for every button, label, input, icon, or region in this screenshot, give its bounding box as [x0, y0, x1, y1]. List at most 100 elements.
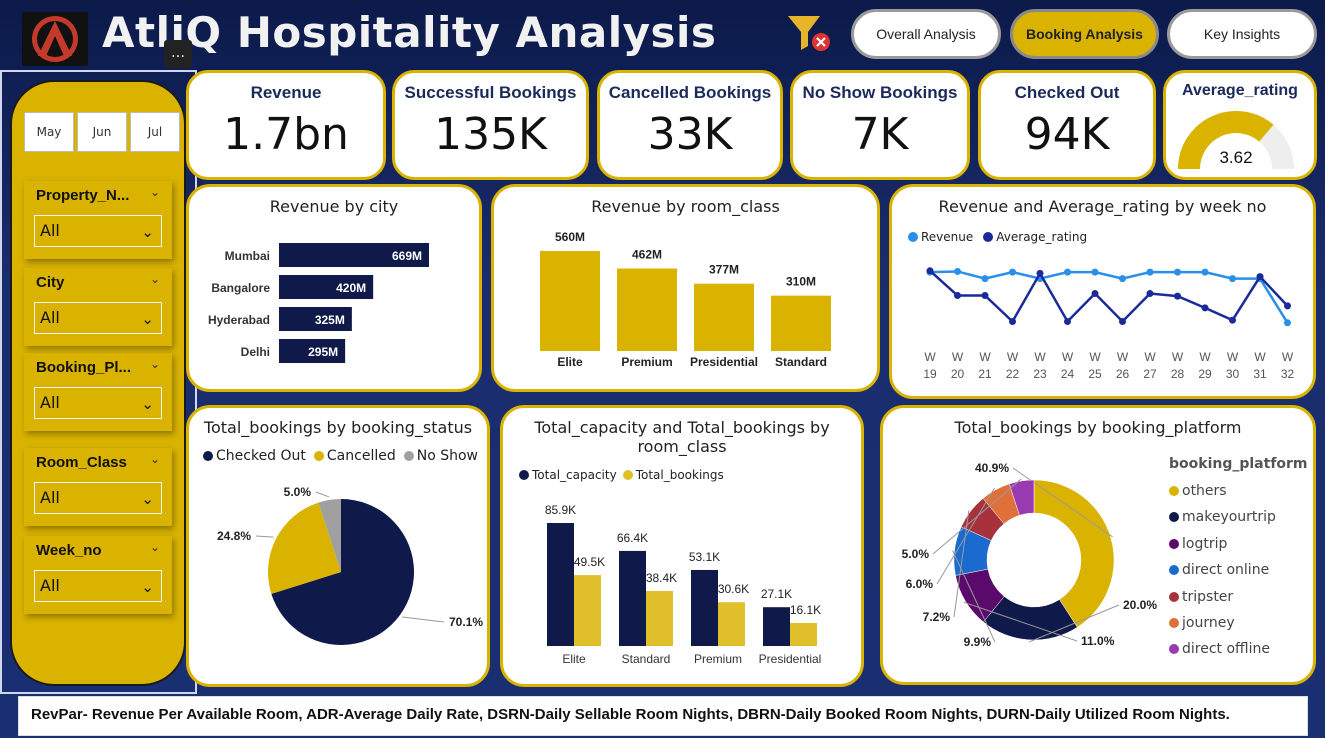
tick-label: 28 [1171, 367, 1185, 381]
legend-item[interactable]: tripster [1169, 584, 1276, 610]
more-options-button[interactable]: … [164, 40, 192, 68]
legend-item[interactable]: Cancelled [313, 448, 396, 464]
data-point [1036, 269, 1044, 277]
chevron-down-icon[interactable]: ⌄ [149, 272, 160, 286]
data-label: 377M [709, 263, 739, 277]
data-point [981, 292, 989, 299]
revenue-by-city-chart: Mumbai 669M Bangalore 420M Hyderabad 325M Delh… [208, 243, 429, 363]
key-insights-button[interactable]: Key Insights [1167, 9, 1317, 59]
page-title: AtliQ Hospitality Analysis [102, 8, 717, 57]
chevron-down-icon: ⌄ [141, 395, 154, 413]
property-dropdown[interactable]: All ⌄ [34, 215, 162, 247]
chart-title: Revenue and Average_rating by week no [938, 197, 1267, 216]
chevron-down-icon[interactable]: ⌄ [149, 357, 160, 371]
tick-label: W [1254, 350, 1266, 364]
legend-item[interactable]: makeyourtrip [1169, 504, 1276, 530]
data-label: 40.9% [975, 461, 1009, 475]
booking-platform-dropdown[interactable]: All ⌄ [34, 387, 162, 419]
kpi-no-show-bookings: No Show Bookings 7K [790, 70, 970, 180]
data-point [1009, 318, 1016, 325]
chart-legend: others makeyourtrip logtrip direct online tr… [1169, 478, 1276, 663]
legend-item[interactable]: Revenue [908, 230, 973, 244]
legend-swatch [1169, 565, 1179, 576]
legend-item[interactable]: Total_bookings [622, 468, 724, 482]
legend-label: others [1182, 483, 1227, 499]
month-may-button[interactable]: May [24, 112, 74, 152]
tick-label: 26 [1116, 367, 1130, 381]
booking-analysis-button[interactable]: Booking Analysis [1010, 9, 1159, 59]
month-jul-button[interactable]: Jul [130, 112, 180, 152]
data-point [1119, 275, 1126, 283]
data-point [954, 267, 961, 275]
tick-label: Bangalore [211, 281, 270, 295]
week-no-dropdown[interactable]: All ⌄ [34, 570, 162, 602]
bar [279, 307, 352, 331]
tick-label: 22 [1006, 367, 1020, 381]
tick-label: W [1172, 350, 1184, 364]
chevron-down-icon[interactable]: ⌄ [149, 185, 160, 199]
revenue-rating-week-card: Revenue and Average_rating by week no Re… [889, 184, 1316, 399]
revenue-by-room-class-card: Revenue by room_class 560M Elite 462M Premi… [491, 184, 880, 392]
data-point [954, 292, 961, 299]
property-slicer: Property_N... ⌄ All ⌄ [24, 181, 172, 259]
kpi-title: Revenue [250, 83, 322, 102]
bar [540, 251, 600, 351]
clear-filters-icon[interactable] [786, 12, 832, 56]
chevron-down-icon[interactable]: ⌄ [149, 452, 160, 466]
leader-line [1012, 467, 1113, 538]
chart-title: Total_bookings by booking_status [203, 418, 473, 437]
data-point [1146, 268, 1154, 276]
data-label: 295M [308, 345, 338, 359]
legend-swatch [1169, 618, 1179, 629]
legend-item[interactable]: direct offline [1169, 636, 1276, 662]
data-label: 70.1% [449, 615, 483, 629]
legend-item[interactable]: No Show [403, 448, 478, 464]
legend-item[interactable]: Average_rating [983, 230, 1087, 244]
leader-line [936, 487, 995, 585]
data-point [1256, 273, 1264, 281]
tick-label: Premium [694, 652, 742, 666]
slicer-label: Week_no [36, 542, 102, 559]
kpi-title: Cancelled Bookings [608, 83, 772, 102]
chevron-down-icon: ⌄ [141, 223, 154, 241]
data-point [1146, 290, 1154, 298]
legend-item[interactable]: Total_capacity [519, 468, 617, 482]
bar [279, 243, 429, 267]
tick-label: W [1227, 350, 1239, 364]
overall-analysis-button[interactable]: Overall Analysis [851, 9, 1001, 59]
city-dropdown[interactable]: All ⌄ [34, 302, 162, 334]
tick-label: 19 [923, 367, 937, 381]
chevron-down-icon[interactable]: ⌄ [149, 540, 160, 554]
bar [279, 275, 374, 299]
bar [619, 550, 646, 646]
month-jun-button[interactable]: Jun [77, 112, 127, 152]
leader-line [953, 510, 970, 618]
kpi-value: 94K [1024, 109, 1110, 160]
data-label: 310M [786, 275, 816, 289]
pie-slice [271, 499, 414, 645]
kpi-title: No Show Bookings [802, 83, 958, 102]
legend-item[interactable]: others [1169, 478, 1276, 504]
tick-label: W [1034, 350, 1046, 364]
atliq-logo [22, 12, 88, 66]
legend-item[interactable]: Checked Out [203, 448, 306, 464]
data-point [1009, 268, 1016, 276]
data-point [1229, 275, 1236, 283]
tick-label: W [979, 350, 991, 364]
data-point [1174, 268, 1181, 276]
chart-title: Total_bookings by booking_platform [954, 418, 1242, 437]
legend-item[interactable]: journey [1169, 610, 1276, 636]
data-point [1201, 268, 1209, 276]
slicer-label: City [36, 274, 65, 291]
data-label: 16.1K [790, 603, 821, 617]
data-label: 6.0% [906, 577, 934, 591]
room-class-dropdown[interactable]: All ⌄ [34, 482, 162, 514]
tick-label: 32 [1281, 367, 1295, 381]
tick-label: W [1117, 350, 1129, 364]
legend-label: direct online [1182, 562, 1270, 579]
data-label: 5.0% [284, 485, 312, 499]
legend-item[interactable]: direct online [1169, 557, 1276, 583]
legend-item[interactable]: logtrip [1169, 531, 1276, 557]
rating-gauge: 3.62 [1178, 111, 1294, 170]
tick-label: 25 [1088, 367, 1102, 381]
